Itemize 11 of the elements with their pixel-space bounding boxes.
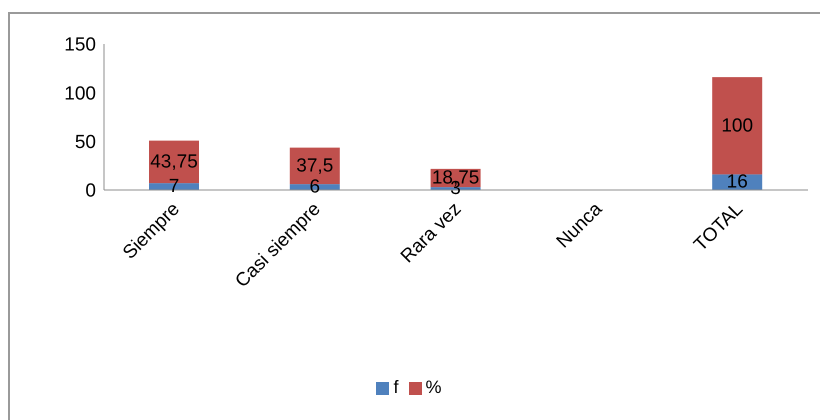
data-label: 43,75 (150, 151, 198, 172)
y-tick-label: 150 (64, 34, 96, 56)
legend-label: f (393, 377, 398, 397)
data-label: 100 (721, 115, 754, 136)
bar (712, 77, 762, 174)
legend-label: % (426, 377, 442, 397)
data-label: 16 (726, 172, 748, 193)
y-tick-label: 50 (74, 132, 96, 154)
y-tick-label: 0 (85, 180, 96, 202)
y-tick-label: 100 (64, 83, 96, 104)
data-label: 37,5 (296, 155, 334, 176)
